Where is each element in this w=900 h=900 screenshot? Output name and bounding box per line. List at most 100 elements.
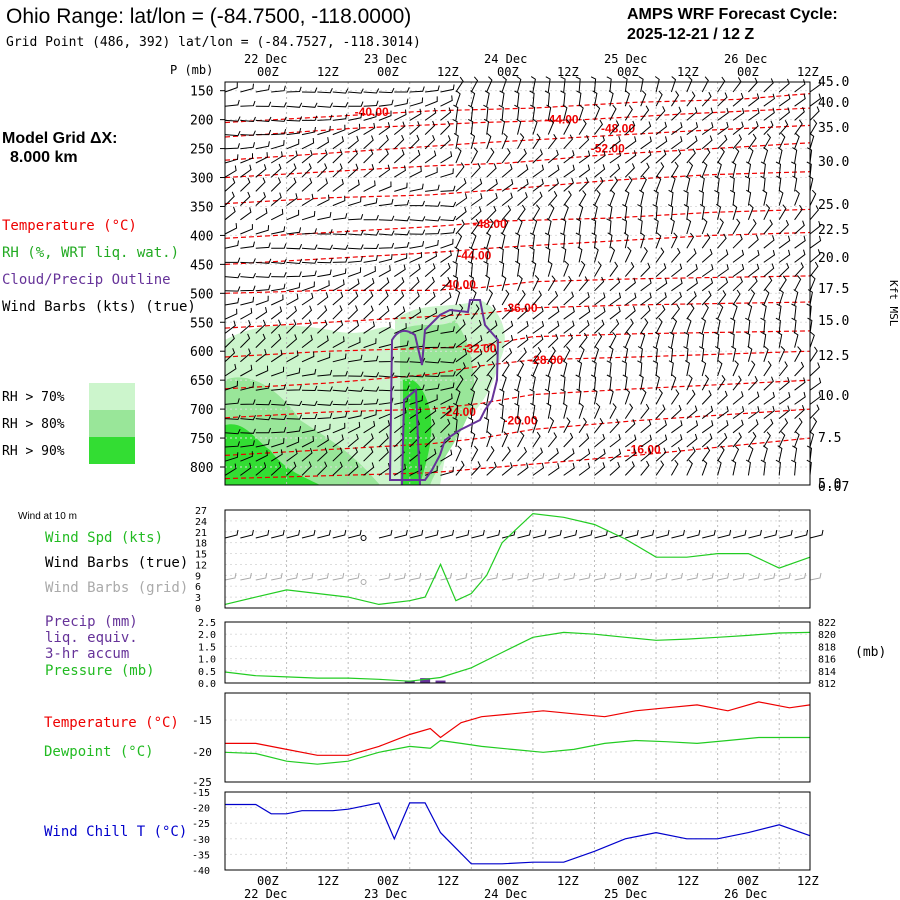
surface-wind-barb xyxy=(486,529,501,539)
wind-barb xyxy=(255,272,272,278)
surface-wind-barb xyxy=(301,529,316,539)
grid-wind-barb xyxy=(255,572,268,581)
wind-barb xyxy=(486,218,494,235)
wind-barb xyxy=(271,226,286,235)
grid-wind-barb xyxy=(486,572,499,581)
wind-barb xyxy=(440,201,457,208)
wind-barb xyxy=(806,445,813,462)
wind-barb xyxy=(717,92,728,107)
wind-barb xyxy=(240,364,253,377)
wind-barb xyxy=(255,129,272,136)
wind-barb xyxy=(637,218,643,235)
wind-barb xyxy=(271,384,286,391)
wind-barb xyxy=(547,133,557,150)
wind-barb xyxy=(655,162,665,178)
wind-barb xyxy=(698,331,705,348)
pressure-line xyxy=(224,631,811,682)
wind-barb xyxy=(791,459,797,476)
temperature-panel-frame xyxy=(224,692,811,783)
wind-barb xyxy=(440,238,454,249)
wind-barb xyxy=(240,451,253,462)
wind-barb xyxy=(301,461,312,476)
wind-barb xyxy=(563,150,575,164)
wind-barb xyxy=(624,90,630,107)
grid-wind-barb xyxy=(717,572,730,581)
precip-bar xyxy=(435,680,446,683)
wind-barb xyxy=(532,204,541,221)
wind-barb xyxy=(270,319,282,334)
wind-barb xyxy=(424,120,436,135)
wind-barb xyxy=(655,374,660,391)
wind-barb xyxy=(686,317,692,334)
wind-barb xyxy=(777,331,783,348)
wind-barb xyxy=(270,208,284,221)
wind-barb xyxy=(363,398,379,405)
wind-barb xyxy=(317,163,328,178)
wind-barb xyxy=(409,86,425,93)
wind-barb xyxy=(301,385,318,392)
wind-barb xyxy=(747,133,757,150)
temperature-isotherm xyxy=(224,231,811,265)
wind-barb xyxy=(317,292,329,306)
wind-barb xyxy=(332,400,349,406)
wind-barb xyxy=(255,295,269,306)
wind-barb xyxy=(530,402,536,419)
pressure-tick-label: 800 xyxy=(190,461,213,476)
wind-barb xyxy=(732,263,745,278)
wind-barb xyxy=(470,178,483,192)
wind-barb xyxy=(317,412,333,420)
wind-barb xyxy=(363,255,378,263)
wind-barb xyxy=(440,382,455,391)
wind-barb xyxy=(732,134,742,150)
wind-barb xyxy=(425,85,440,93)
surface-wind-barb xyxy=(409,529,424,539)
wind-barb xyxy=(760,161,766,178)
wind-barb xyxy=(409,229,426,235)
wind-barb xyxy=(809,249,821,263)
pressure-tick-label: 822 xyxy=(818,618,836,629)
wind-barb xyxy=(240,348,251,363)
cycle-date: 2025-12-21 / 12 Z xyxy=(627,26,754,43)
wind-barb xyxy=(286,385,302,391)
wind-barb xyxy=(348,88,364,94)
date-label: 24 Dec xyxy=(484,887,527,900)
wind-speed-tick-label: 27 xyxy=(195,506,207,517)
wind-speed-tick-label: 3 xyxy=(195,593,201,604)
wind-barb xyxy=(455,362,466,377)
wind-barb xyxy=(637,360,643,377)
wind-barb xyxy=(594,418,604,434)
wind-barb xyxy=(424,419,436,434)
wind-barb xyxy=(255,348,267,363)
wind-barb xyxy=(547,448,559,462)
wind-barb xyxy=(363,180,376,192)
wind-barb xyxy=(624,461,635,476)
wind-barb xyxy=(483,260,489,277)
wind-barb xyxy=(794,189,800,206)
wind-barb xyxy=(653,218,659,235)
wind-barb xyxy=(624,262,635,277)
wind-barb xyxy=(455,147,462,164)
wind-barb xyxy=(699,203,705,220)
wind-barb xyxy=(409,307,422,320)
wind-barb xyxy=(378,420,391,434)
wind-barb xyxy=(224,380,238,391)
wind-barb xyxy=(763,147,769,164)
wind-barb xyxy=(332,149,343,164)
wind-barb xyxy=(240,333,251,348)
wind-barb xyxy=(594,164,606,178)
wind-barb xyxy=(516,416,522,433)
cloud-outline-layer xyxy=(388,299,500,486)
wind-barb xyxy=(394,253,408,263)
wind-barb xyxy=(424,448,437,462)
hour-label: 00Z xyxy=(497,65,519,79)
wind-barb xyxy=(655,460,665,476)
wind-barb xyxy=(440,95,453,107)
wind-barb xyxy=(453,132,459,149)
grid-wind-barb xyxy=(640,572,653,581)
wind-barb xyxy=(594,332,603,348)
wind-barb xyxy=(332,113,348,121)
grid-wind-barb xyxy=(563,572,576,581)
wind-barb xyxy=(286,271,302,278)
wind-barb xyxy=(378,110,392,121)
wind-barb xyxy=(224,143,240,150)
